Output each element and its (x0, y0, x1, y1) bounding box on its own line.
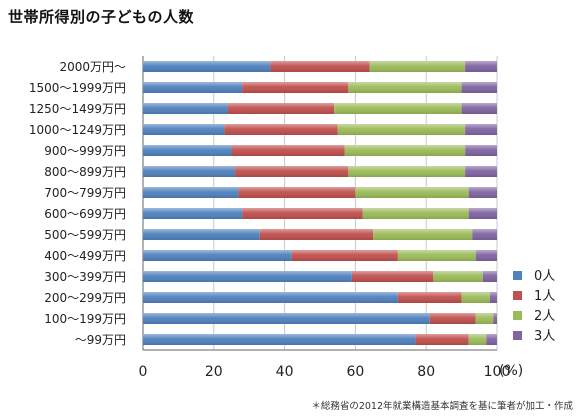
bar-shine (143, 145, 497, 156)
bar-shine (143, 124, 497, 135)
bar-row (143, 313, 497, 324)
category-label: 200～299万円 (44, 291, 126, 305)
bar-shine (143, 82, 497, 93)
category-label: 100～199万円 (44, 312, 126, 326)
legend-swatch (513, 311, 522, 320)
bar-row (143, 82, 497, 93)
bar-row (143, 145, 497, 156)
category-label: 800～899万円 (44, 165, 126, 179)
bar-row (143, 292, 497, 303)
bar-row (143, 124, 497, 135)
legend-item: 0人 (513, 269, 555, 284)
x-tick-label: 20 (205, 364, 223, 380)
legend-item: 2人 (513, 309, 555, 324)
category-label: 2000万円～ (59, 60, 126, 74)
legend-label: 3人 (534, 329, 555, 344)
bar-row (143, 208, 497, 219)
category-label: 600～699万円 (44, 207, 126, 221)
legend-item: 1人 (513, 289, 555, 304)
category-label: 1500～1999万円 (29, 81, 126, 95)
x-tick-labels: 0 20 40 60 80 100 (139, 364, 511, 380)
bar-shine (143, 250, 497, 261)
legend-swatch (513, 271, 522, 280)
gridlines (142, 56, 498, 351)
category-label: 1000～1249万円 (29, 123, 126, 137)
bars (143, 61, 497, 345)
bar-row (143, 103, 497, 114)
x-tick-label: 40 (276, 364, 294, 380)
bar-shine (143, 334, 497, 345)
chart-title: 世帯所得別の子どもの人数 (8, 8, 195, 26)
category-label: 900～999万円 (44, 144, 126, 158)
bar-row (143, 271, 497, 282)
bar-row (143, 334, 497, 345)
category-label: ～99万円 (75, 333, 126, 347)
bar-shine (143, 166, 497, 177)
bar-shine (143, 208, 497, 219)
x-tick-label: 60 (346, 364, 364, 380)
bar-shine (143, 187, 497, 198)
bar-row (143, 166, 497, 177)
bar-row (143, 229, 497, 240)
x-tick-label: 100 (484, 364, 511, 380)
bar-shine (143, 61, 497, 72)
legend-item: 3人 (513, 329, 555, 344)
x-axis-unit: (%) (499, 363, 523, 379)
category-label: 500～599万円 (44, 228, 126, 242)
bar-shine (143, 292, 497, 303)
category-label: 700～799万円 (44, 186, 126, 200)
legend-label: 0人 (534, 269, 555, 284)
category-label: 400～499万円 (44, 249, 126, 263)
bar-shine (143, 229, 497, 240)
bar-shine (143, 271, 497, 282)
legend-swatch (513, 291, 522, 300)
legend: 0人 1人 2人 3人 (513, 269, 555, 344)
bar-shine (143, 103, 497, 114)
x-tick-label: 80 (417, 364, 435, 380)
legend-label: 2人 (534, 309, 555, 324)
x-tick-label: 0 (139, 364, 148, 380)
source-note: ＊総務省の2012年就業構造基本調査を基に筆者が加工・作成 (311, 401, 573, 412)
legend-label: 1人 (534, 289, 555, 304)
category-labels: 2000万円～ 1500～1999万円 1250～1499万円 1000～1249万円… (29, 60, 126, 347)
legend-swatch (513, 331, 522, 340)
bar-row (143, 187, 497, 198)
bar-row (143, 250, 497, 261)
bar-shine (143, 313, 497, 324)
category-label: 300～399万円 (44, 270, 126, 284)
category-label: 1250～1499万円 (29, 102, 126, 116)
bar-row (143, 61, 497, 72)
